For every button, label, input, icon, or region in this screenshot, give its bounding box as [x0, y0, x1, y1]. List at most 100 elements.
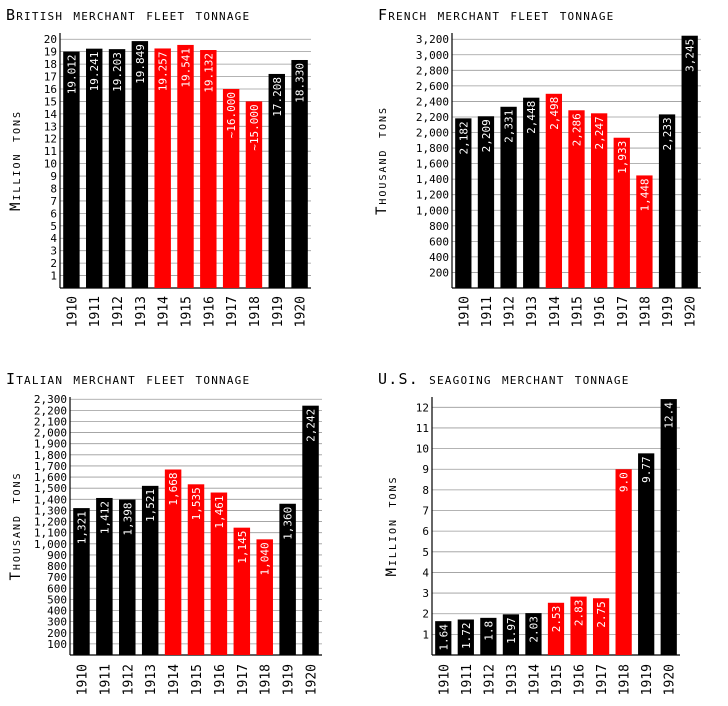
- us-bar-1914: [525, 613, 542, 655]
- us-bar-1913: [502, 614, 520, 655]
- us-bar-value-label: 1.72: [460, 622, 473, 649]
- us-y-tick-label: 3: [422, 587, 429, 600]
- italian-y-tick-label: 100: [47, 638, 67, 651]
- french-x-category-label: 1912: [503, 296, 518, 327]
- us-bar-value-label: 1.97: [505, 617, 518, 644]
- italian-y-tick-label: 600: [47, 582, 67, 595]
- italian-bar-value-label: 1,398: [121, 503, 134, 536]
- us-x-category-label: 1914: [527, 664, 542, 695]
- british-y-tick-label: 17: [44, 71, 57, 84]
- us-bar-value-label: 1.64: [437, 624, 450, 651]
- italian-bar-1919: [279, 503, 296, 655]
- british-y-tick-label: 14: [44, 108, 58, 121]
- us-y-axis-label: Million tons: [384, 475, 400, 576]
- us-bar-1919: [638, 453, 655, 655]
- us-bar-value-label: 12.4: [663, 402, 676, 429]
- italian-bar-value-label: 2,242: [305, 409, 318, 442]
- british-x-category-label: 1919: [271, 296, 286, 327]
- british-y-tick-label: 1: [50, 270, 57, 283]
- us-y-tick-label: 2: [422, 608, 429, 621]
- italian-tonnage-chart: Italian merchant fleet tonnage Thousand t…: [6, 370, 322, 695]
- italian-y-tick-label: 1,500: [34, 482, 67, 495]
- us-chart-title: U.S. seagoing merchant tonnage: [378, 370, 630, 388]
- french-y-tick-label: 3,200: [416, 33, 449, 46]
- italian-y-tick-label: 300: [47, 616, 67, 629]
- french-y-tick-label: 600: [429, 235, 449, 248]
- italian-y-tick-label: 800: [47, 560, 67, 573]
- us-y-tick-label: 1: [422, 628, 429, 641]
- italian-x-category-label: 1920: [305, 664, 320, 695]
- british-x-category-label: 1920: [294, 296, 309, 327]
- british-bar-1910: [63, 51, 80, 288]
- french-y-tick-label: 2,000: [416, 127, 449, 140]
- british-x-category-label: 1918: [248, 296, 263, 327]
- french-y-axis-label: Thousand tons: [374, 106, 390, 215]
- french-bar-value-label: 2,233: [661, 117, 674, 150]
- italian-y-tick-label: 1,900: [34, 438, 67, 451]
- french-y-tick-label: 2,400: [416, 95, 449, 108]
- italian-bar-1910: [73, 508, 90, 655]
- british-bar-value-label: 17.208: [271, 77, 284, 117]
- us-bar-value-label: 9.0: [618, 472, 631, 492]
- british-x-category-label: 1915: [180, 296, 195, 327]
- british-y-tick-label: 16: [44, 83, 57, 96]
- french-bar-value-label: 2,331: [503, 110, 516, 143]
- us-x-category-label: 1920: [663, 664, 678, 695]
- french-y-tick-label: 1,800: [416, 142, 449, 155]
- french-bar-1912: [500, 106, 517, 288]
- us-bar-1917: [592, 598, 610, 655]
- us-x-category-label: 1912: [482, 664, 497, 695]
- british-y-tick-label: 7: [50, 195, 57, 208]
- british-bar-value-label: 19.012: [65, 55, 78, 95]
- italian-y-tick-label: 900: [47, 549, 67, 562]
- us-y-tick-label: 10: [416, 443, 429, 456]
- us-y-tick-label: 4: [422, 566, 429, 579]
- us-bar-value-label: 2.03: [527, 616, 540, 643]
- british-bar-1916: [200, 50, 217, 288]
- italian-y-tick-label: 2,200: [34, 404, 67, 417]
- italian-bar-1912: [119, 499, 136, 655]
- french-x-category-label: 1913: [525, 296, 540, 327]
- french-y-tick-label: 200: [429, 266, 449, 279]
- italian-y-tick-label: 700: [47, 571, 67, 584]
- french-bar-value-label: 2,182: [457, 121, 470, 154]
- italian-y-tick-label: 1,600: [34, 471, 67, 484]
- french-y-tick-label: 2,200: [416, 111, 449, 124]
- british-bar-value-label: 19.132: [202, 53, 215, 93]
- british-x-category-label: 1913: [134, 296, 149, 327]
- french-bar-1915: [568, 110, 585, 288]
- us-bar-value-label: 1.8: [482, 621, 495, 641]
- british-bar-1918: [245, 101, 263, 288]
- british-bar-value-label: ~15.000: [248, 104, 261, 150]
- us-bar-1912: [480, 617, 497, 655]
- italian-bar-value-label: 1,040: [259, 542, 272, 575]
- french-y-tick-label: 1,400: [416, 173, 449, 186]
- french-bar-1911: [477, 116, 495, 288]
- us-x-category-label: 1911: [460, 664, 475, 695]
- us-bar-value-label: 2.83: [573, 600, 586, 627]
- italian-bar-1920: [302, 405, 319, 655]
- us-x-category-label: 1915: [550, 664, 565, 695]
- british-y-tick-label: 5: [50, 220, 57, 233]
- british-y-tick-label: 9: [50, 170, 57, 183]
- us-bar-1915: [547, 602, 565, 655]
- french-bar-value-label: 3,245: [684, 39, 697, 72]
- italian-y-tick-label: 1,800: [34, 449, 67, 462]
- french-bar-1918: [636, 175, 653, 288]
- italian-y-tick-label: 1,700: [34, 460, 67, 473]
- italian-y-tick-label: 2,300: [34, 393, 67, 406]
- italian-x-category-label: 1910: [75, 664, 90, 695]
- french-x-category-label: 1919: [661, 296, 676, 327]
- british-y-tick-label: 6: [50, 207, 57, 220]
- french-x-category-label: 1915: [571, 296, 586, 327]
- italian-y-axis-label: Thousand tons: [8, 471, 24, 580]
- us-bar-1910: [435, 621, 452, 655]
- british-x-category-label: 1916: [202, 296, 217, 327]
- british-y-tick-label: 13: [44, 120, 57, 133]
- italian-bar-value-label: 1,668: [167, 473, 180, 506]
- us-y-tick-label: 7: [422, 505, 429, 518]
- british-x-category-label: 1914: [157, 296, 172, 327]
- italian-x-category-label: 1911: [98, 664, 113, 695]
- us-bar-1920: [660, 399, 677, 655]
- italian-bar-value-label: 1,412: [98, 501, 111, 534]
